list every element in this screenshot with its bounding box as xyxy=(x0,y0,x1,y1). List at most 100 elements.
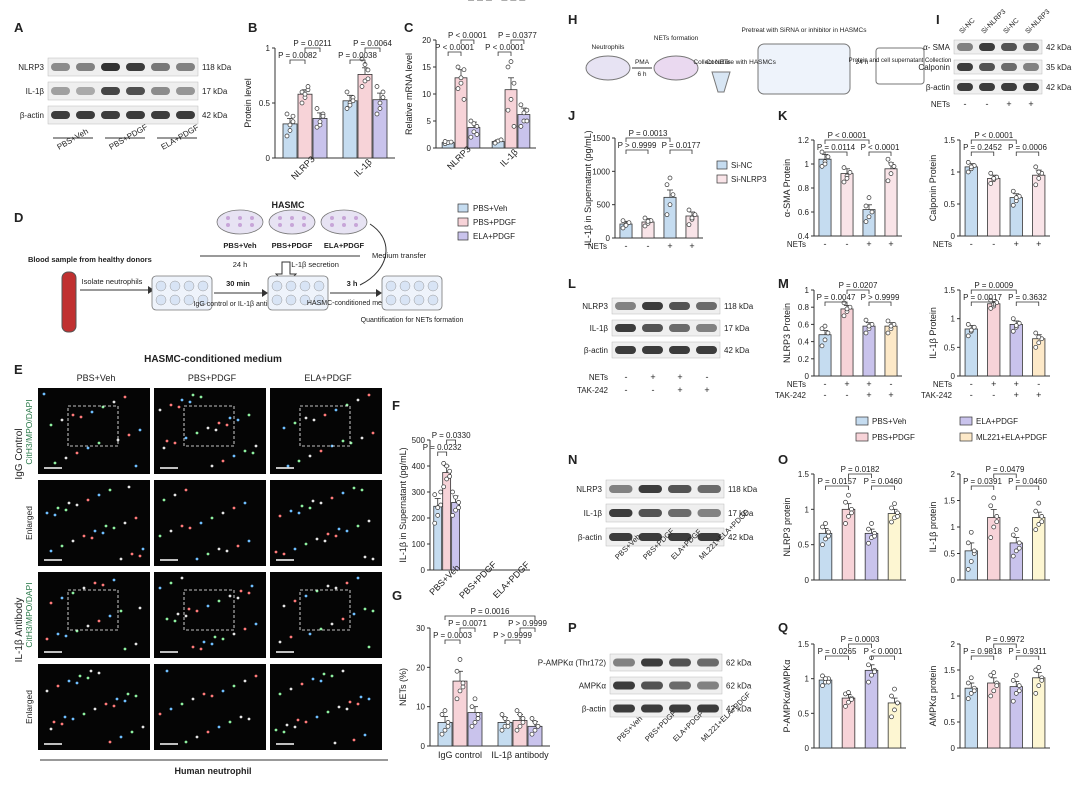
plate-well xyxy=(197,280,209,292)
cell-signal xyxy=(247,539,251,543)
zoom-box xyxy=(183,405,235,447)
blot-band xyxy=(697,658,719,667)
cell-signal xyxy=(56,506,60,510)
plate-well xyxy=(183,280,195,292)
blot-band xyxy=(76,63,95,71)
data-point xyxy=(872,669,877,675)
cell-dot xyxy=(278,223,282,227)
data-point xyxy=(895,700,900,706)
data-point xyxy=(885,330,891,336)
cell-signal xyxy=(217,547,221,551)
data-point xyxy=(517,723,523,729)
panel-letter-b: B xyxy=(248,20,257,35)
cell-signal xyxy=(45,511,49,515)
cell-signal xyxy=(293,599,297,603)
data-point xyxy=(438,489,444,495)
blot-band xyxy=(669,346,690,354)
data-point xyxy=(532,720,538,725)
cell-signal xyxy=(119,735,123,739)
significance-bracket xyxy=(848,643,872,648)
cell-signal xyxy=(97,671,101,675)
significance-bracket xyxy=(846,289,870,294)
cell-signal xyxy=(90,536,94,540)
blot-strip xyxy=(953,79,1043,95)
blot-band xyxy=(668,533,692,541)
y-tick-label: 400 xyxy=(412,462,426,471)
blot-band xyxy=(126,111,145,119)
data-point xyxy=(305,84,311,89)
significance-bracket xyxy=(1015,301,1040,306)
data-point xyxy=(457,657,463,662)
cell-signal xyxy=(173,619,177,623)
data-point xyxy=(988,672,994,678)
sign-label: - xyxy=(625,372,628,382)
cell-dot xyxy=(342,216,346,220)
p-value: P < 0.0001 xyxy=(974,131,1013,140)
data-point xyxy=(1010,532,1016,538)
data-point xyxy=(471,121,477,127)
data-point xyxy=(667,175,673,181)
blot-band xyxy=(669,704,691,713)
data-point xyxy=(445,723,451,729)
cell-signal xyxy=(319,679,323,683)
data-point xyxy=(892,707,897,713)
cell-signal xyxy=(282,604,286,608)
chart-K: 0.4 0.6 0.8 1 1.2 α-SMA Protein - - + + NETs P = 0.… xyxy=(782,131,902,249)
group-label: PBS+PDGF xyxy=(108,122,150,151)
secretion-label: IL-1β secretion xyxy=(289,260,339,269)
sign-label: + xyxy=(689,241,694,251)
cell-signal xyxy=(165,617,169,621)
cell-signal xyxy=(49,727,53,731)
legend-swatch xyxy=(457,217,469,227)
data-point xyxy=(642,223,648,229)
panel-letter-i: I xyxy=(936,12,940,27)
data-point xyxy=(1016,320,1022,326)
data-point xyxy=(380,95,386,100)
plate-well xyxy=(385,294,397,306)
panel-letter-e: E xyxy=(14,362,23,377)
y-tick-label: 0 xyxy=(951,372,956,381)
hasmc-title: HASMC xyxy=(272,200,305,210)
well-plate-3 xyxy=(381,275,443,311)
cell-signal xyxy=(371,431,375,435)
data-point xyxy=(432,520,438,526)
data-point xyxy=(965,333,971,339)
cell-signal xyxy=(112,578,116,582)
data-point xyxy=(474,124,480,129)
p-value: P = 0.0009 xyxy=(974,281,1013,290)
plate-well xyxy=(271,280,283,292)
cell-signal xyxy=(289,635,293,639)
cell-signal xyxy=(352,738,356,742)
panel-letter-f: F xyxy=(392,398,400,413)
y-tick-label: 1 xyxy=(951,168,956,177)
blot-band xyxy=(615,302,636,310)
legend-label: PBS+PDGF xyxy=(872,433,915,442)
y-tick-label: 0.4 xyxy=(798,232,810,241)
blot-row-label: NLRP3 xyxy=(576,485,602,494)
sign-row-label: TAK-242 xyxy=(775,391,807,400)
blot-row-label: β-actin xyxy=(578,533,602,542)
cell-signal xyxy=(123,647,127,651)
data-point xyxy=(994,683,1000,688)
data-point xyxy=(505,720,511,725)
data-point xyxy=(458,80,464,86)
p-value: P = 0.0003 xyxy=(841,635,880,644)
data-point xyxy=(461,67,467,73)
y-tick-label: 20 xyxy=(416,663,425,672)
plate-well xyxy=(271,294,283,306)
category-label: IL-1β antibody xyxy=(491,750,549,760)
sign-label: + xyxy=(667,241,672,251)
plate-well xyxy=(413,294,425,306)
significance-bracket xyxy=(625,149,649,154)
bar xyxy=(841,508,856,581)
significance-bracket xyxy=(824,301,848,306)
y-axis-label: IL-1β in Supernatant (pg/mL) xyxy=(583,130,593,245)
blot-band xyxy=(641,681,663,690)
p-value: P = 0.0157 xyxy=(818,477,857,486)
sign-label: + xyxy=(844,379,849,389)
cell-signal xyxy=(315,537,319,541)
data-point xyxy=(444,476,450,482)
significance-bracket xyxy=(1015,485,1040,490)
